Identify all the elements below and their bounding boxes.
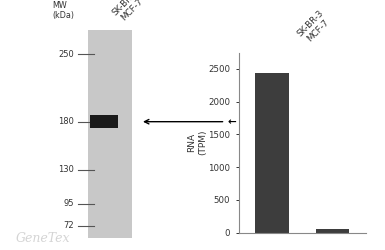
Bar <box>255 74 289 233</box>
Text: 130: 130 <box>58 166 74 174</box>
Text: 180: 180 <box>58 117 74 126</box>
Text: MW
(kDa): MW (kDa) <box>52 0 74 20</box>
Bar <box>316 229 349 232</box>
Text: 250: 250 <box>58 50 74 59</box>
Text: 95: 95 <box>64 199 74 208</box>
Bar <box>88 30 132 238</box>
Text: GeneTex: GeneTex <box>16 232 70 245</box>
Bar <box>90 115 119 128</box>
Y-axis label: RNA
(TPM): RNA (TPM) <box>187 130 207 155</box>
Text: SK-BR-3
MCF-7: SK-BR-3 MCF-7 <box>296 8 333 45</box>
Text: 72: 72 <box>64 222 74 230</box>
Text: ← Her2 / ErbB2: ← Her2 / ErbB2 <box>144 117 315 127</box>
Text: SK-BR-3
MCF-7: SK-BR-3 MCF-7 <box>110 0 147 25</box>
